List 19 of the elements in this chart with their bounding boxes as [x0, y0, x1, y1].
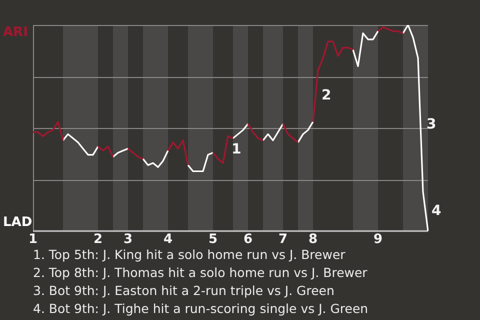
- text: LAD: [3, 214, 32, 230]
- annotation: 1: [232, 141, 242, 158]
- text: 3. Bot 9th: J. Easton hit a 2-run triple vs J. Green: [33, 282, 336, 300]
- x-tick-label: 6: [243, 232, 253, 248]
- x-tick-label: 9: [373, 232, 383, 248]
- annotation: 2: [322, 88, 332, 104]
- text: 2. Top 8th: J. Thomas hit a solo home run vs J. Brewer: [33, 264, 368, 282]
- text: 4: [432, 203, 442, 220]
- annotation: 3: [426, 116, 436, 133]
- x-tick-label: 1: [28, 232, 38, 248]
- x-tick-label: 5: [208, 232, 218, 248]
- x-tick-label: 2: [93, 232, 103, 248]
- text: ARI: [3, 24, 28, 40]
- x-tick-label: 3: [123, 232, 133, 248]
- text: 1. Top 5th: J. King hit a solo home run vs J. Brewer: [33, 246, 346, 264]
- x-tick-label: 8: [308, 232, 318, 248]
- x-tick-label: 4: [163, 232, 173, 248]
- text: 4. Bot 9th: J. Tighe hit a run-scoring single vs J. Green: [33, 300, 368, 318]
- x-tick-label: 7: [278, 232, 288, 248]
